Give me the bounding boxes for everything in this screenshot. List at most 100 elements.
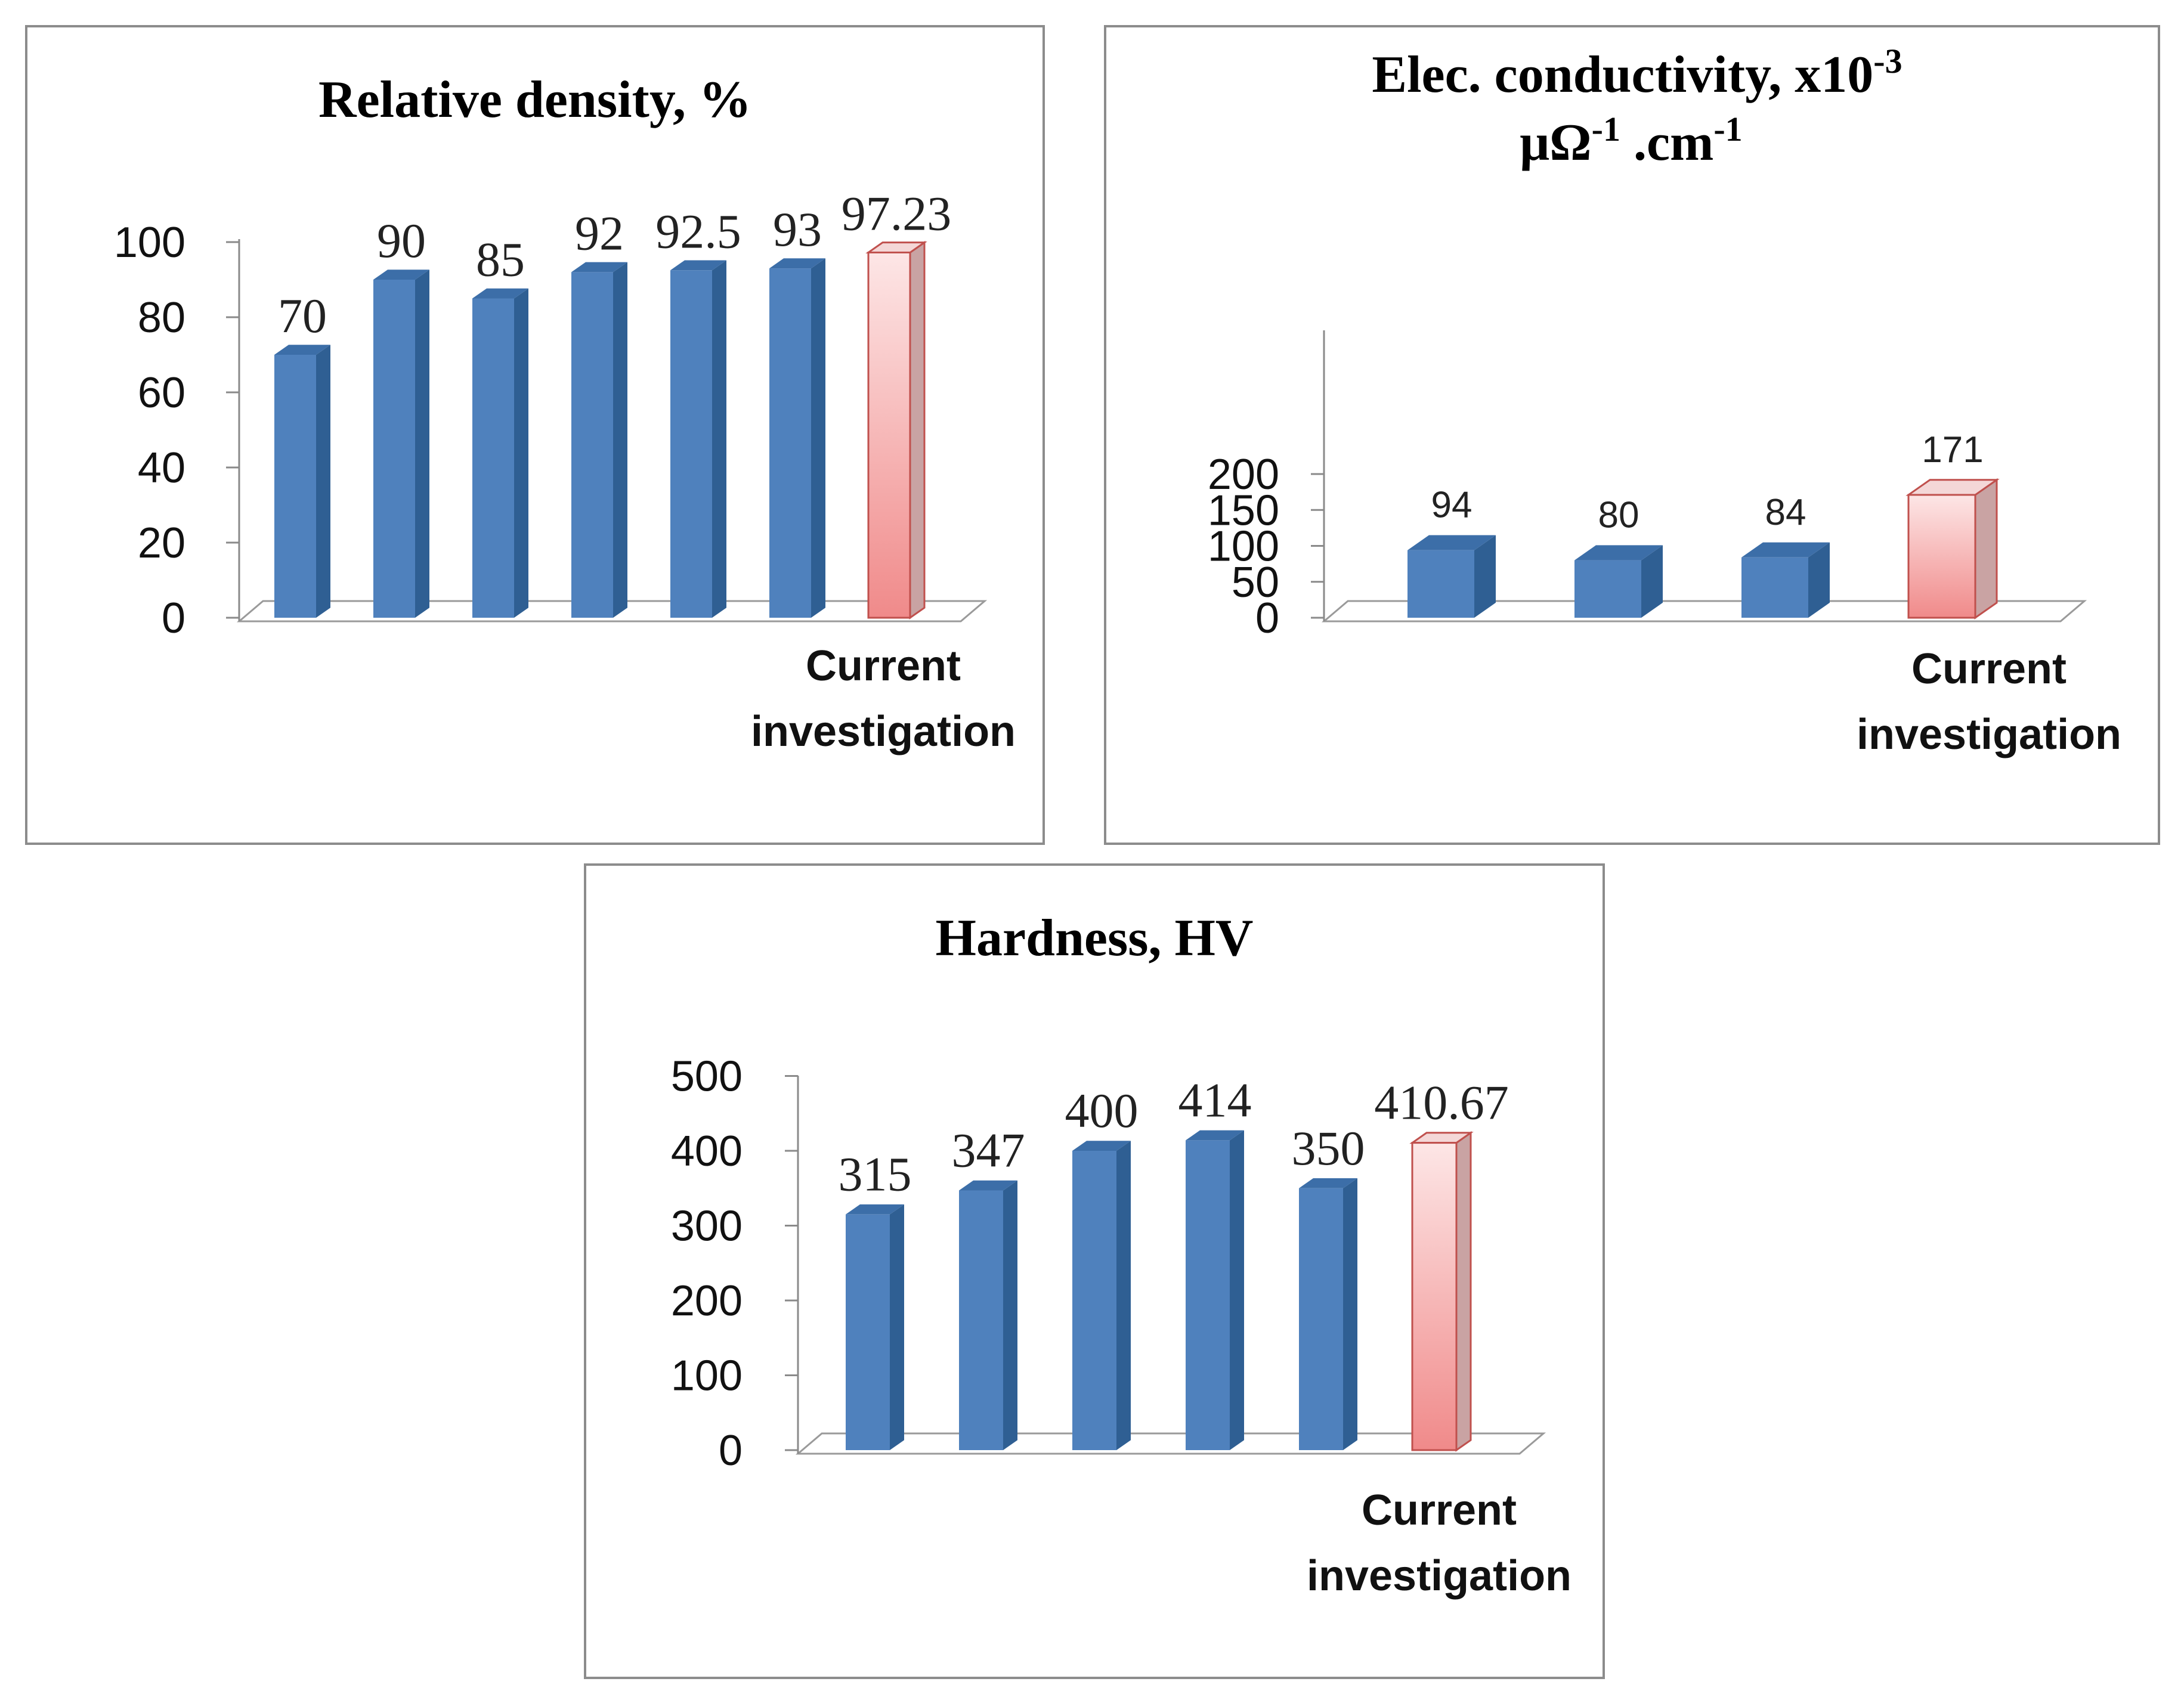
- conductivity-title-part-1: Elec. conductivity, x10: [1372, 46, 1873, 104]
- hardness-chart-title: Hardness, HV: [936, 909, 1254, 967]
- density-bar-top: [670, 260, 726, 271]
- hardness-bar-top: [846, 1204, 904, 1215]
- conductivity-category-label: Current: [1911, 645, 2067, 693]
- density-bar-front: [571, 272, 613, 618]
- density-bar-side: [712, 260, 726, 618]
- conductivity-bar-front: [1407, 550, 1474, 618]
- conductivity-bar-top: [1741, 542, 1830, 558]
- conductivity-title-part-3: .cm: [1620, 114, 1713, 172]
- hardness-chart: Hardness, HV 0 100 200 300 400 500 315 347 400 41…: [671, 909, 1572, 1600]
- density-bar-front: [274, 355, 316, 618]
- density-y-tick-label: 100: [114, 219, 185, 267]
- hardness-bar-side: [1230, 1130, 1244, 1450]
- density-bar: [472, 288, 528, 618]
- density-bar-top: [373, 270, 429, 280]
- conductivity-title-part-2: μΩ: [1520, 114, 1591, 172]
- conductivity-y-tick-label: 200: [1208, 451, 1279, 498]
- density-y-tick-label: 0: [162, 594, 185, 642]
- density-chart-title: Relative density, %: [318, 71, 751, 129]
- hardness-data-label: 347: [952, 1123, 1025, 1178]
- density-bar-top: [274, 345, 330, 355]
- hardness-y-tick-label: 100: [671, 1352, 743, 1400]
- hardness-chart-panel: Hardness, HV 0 100 200 300 400 500 315 347 400 41…: [584, 863, 1605, 1679]
- conductivity-bar-side: [1808, 542, 1830, 618]
- hardness-data-label: 315: [839, 1147, 912, 1201]
- hardness-bar-top: [959, 1180, 1017, 1191]
- conductivity-chart-title: Elec. conductivity, x10-3: [1372, 42, 1902, 104]
- conductivity-data-label: 171: [1922, 429, 1983, 470]
- hardness-bar-top: [1186, 1130, 1244, 1141]
- hardness-bar: [1186, 1130, 1244, 1450]
- hardness-data-label: 400: [1065, 1083, 1139, 1138]
- conductivity-data-label: 80: [1598, 495, 1639, 536]
- density-bar-top: [769, 258, 825, 269]
- hardness-data-label: 410.67: [1374, 1076, 1509, 1130]
- hardness-bar: [959, 1180, 1017, 1450]
- density-bar-top: [571, 262, 627, 272]
- density-data-label: 85: [476, 233, 525, 287]
- hardness-bar-side: [1003, 1180, 1017, 1450]
- hardness-category-label: Current: [1362, 1486, 1517, 1534]
- hardness-bar-front: [1299, 1188, 1343, 1450]
- conductivity-chart: Elec. conductivity, x10-3 μΩ-1 .cm-1 050…: [1208, 42, 2121, 758]
- density-category-label: Current: [806, 642, 961, 690]
- density-bar-side: [613, 262, 627, 618]
- density-bar-front: [373, 280, 415, 618]
- conductivity-floor: [1321, 600, 2087, 623]
- conductivity-chart-title-line2: μΩ-1 .cm-1: [1520, 110, 1742, 172]
- hardness-y-tick-label: 200: [671, 1277, 743, 1325]
- conductivity-bar-top: [1407, 535, 1496, 550]
- hardness-y-tick-label: 0: [719, 1427, 743, 1475]
- conductivity-y-tick-label: 0: [1255, 594, 1279, 642]
- density-bar: [769, 258, 825, 618]
- hardness-bar-side: [1343, 1178, 1357, 1450]
- density-bar: [274, 345, 330, 618]
- conductivity-y-tick-label: 50: [1232, 559, 1279, 606]
- conductivity-bar-side: [1974, 478, 1998, 620]
- conductivity-title-exp-3: -1: [1713, 110, 1742, 148]
- density-bar-front: [867, 251, 911, 619]
- conductivity-bar: [1905, 478, 2000, 620]
- conductivity-data-label: 84: [1765, 492, 1806, 533]
- density-chart-body: 0 20 40 60 80 100 70 90 85 92 92.5 93 97.23 Current in…: [114, 186, 1016, 755]
- hardness-data-label: 350: [1292, 1121, 1365, 1175]
- conductivity-bar-side: [1641, 545, 1663, 618]
- hardness-bar-top: [1072, 1141, 1131, 1151]
- hardness-bar-side: [1116, 1141, 1131, 1450]
- hardness-bar: [1299, 1178, 1357, 1450]
- density-bar-side: [514, 288, 528, 618]
- density-bar: [670, 260, 726, 618]
- conductivity-chart-panel: Elec. conductivity, x10-3 μΩ-1 .cm-1 0 50…: [1104, 25, 2160, 845]
- density-y-tick-label: 80: [138, 294, 185, 342]
- conductivity-bar: [1407, 535, 1496, 618]
- conductivity-bar: [1574, 545, 1663, 618]
- hardness-y-tick-label: 500: [671, 1053, 743, 1101]
- conductivity-bar-front: [1574, 560, 1641, 618]
- density-data-label: 90: [377, 213, 426, 268]
- conductivity-y-tick-label: 150: [1208, 487, 1279, 534]
- hardness-bar: [1072, 1141, 1131, 1450]
- density-data-label: 93: [773, 202, 822, 256]
- conductivity-bar-front: [1741, 557, 1808, 618]
- conductivity-bar-top: [1574, 545, 1663, 560]
- density-bar-side: [316, 345, 330, 618]
- conductivity-title-exp-2: -1: [1592, 110, 1620, 148]
- conductivity-y-tick-label: 100: [1208, 523, 1279, 571]
- hardness-category-label: investigation: [1307, 1552, 1572, 1600]
- density-chart-panel: Relative density, % 0 20 40 60 80 100 70 90 85 92…: [25, 25, 1045, 845]
- density-data-label: 92: [575, 206, 624, 260]
- density-category-label: investigation: [751, 708, 1016, 755]
- density-bar-front: [670, 270, 712, 618]
- hardness-bar-side: [890, 1204, 904, 1450]
- density-data-label: 70: [278, 289, 327, 343]
- hardness-bar-front: [1411, 1142, 1458, 1451]
- hardness-bar-front: [846, 1214, 890, 1450]
- hardness-bar-front: [1072, 1151, 1116, 1450]
- density-data-label: 92.5: [655, 204, 741, 258]
- density-y-tick-label: 60: [138, 369, 185, 417]
- density-chart: Relative density, % 0 20 40 60 80 100 70 90 85 92…: [114, 71, 1016, 755]
- conductivity-title-exp-1: -3: [1873, 42, 1902, 80]
- density-bar-side: [415, 270, 429, 618]
